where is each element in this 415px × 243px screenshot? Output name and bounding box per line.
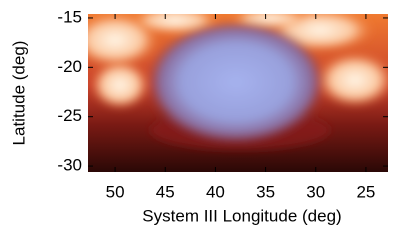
y-tick-label: -25 xyxy=(57,106,82,125)
x-tick-label: 30 xyxy=(306,182,325,201)
y-tick-label: -30 xyxy=(57,156,82,175)
y-tick-label: -15 xyxy=(57,7,82,26)
x-axis-label: System III Longitude (deg) xyxy=(142,206,341,225)
y-axis-label: Latitude (deg) xyxy=(9,41,28,146)
x-tick-label: 50 xyxy=(106,182,125,201)
y-tick-label: -20 xyxy=(57,57,82,76)
x-tick-label: 35 xyxy=(256,182,275,201)
image xyxy=(88,14,388,172)
x-tick-label: 25 xyxy=(356,182,375,201)
x-tick-label: 40 xyxy=(206,182,225,201)
x-tick-label: 45 xyxy=(156,182,175,201)
